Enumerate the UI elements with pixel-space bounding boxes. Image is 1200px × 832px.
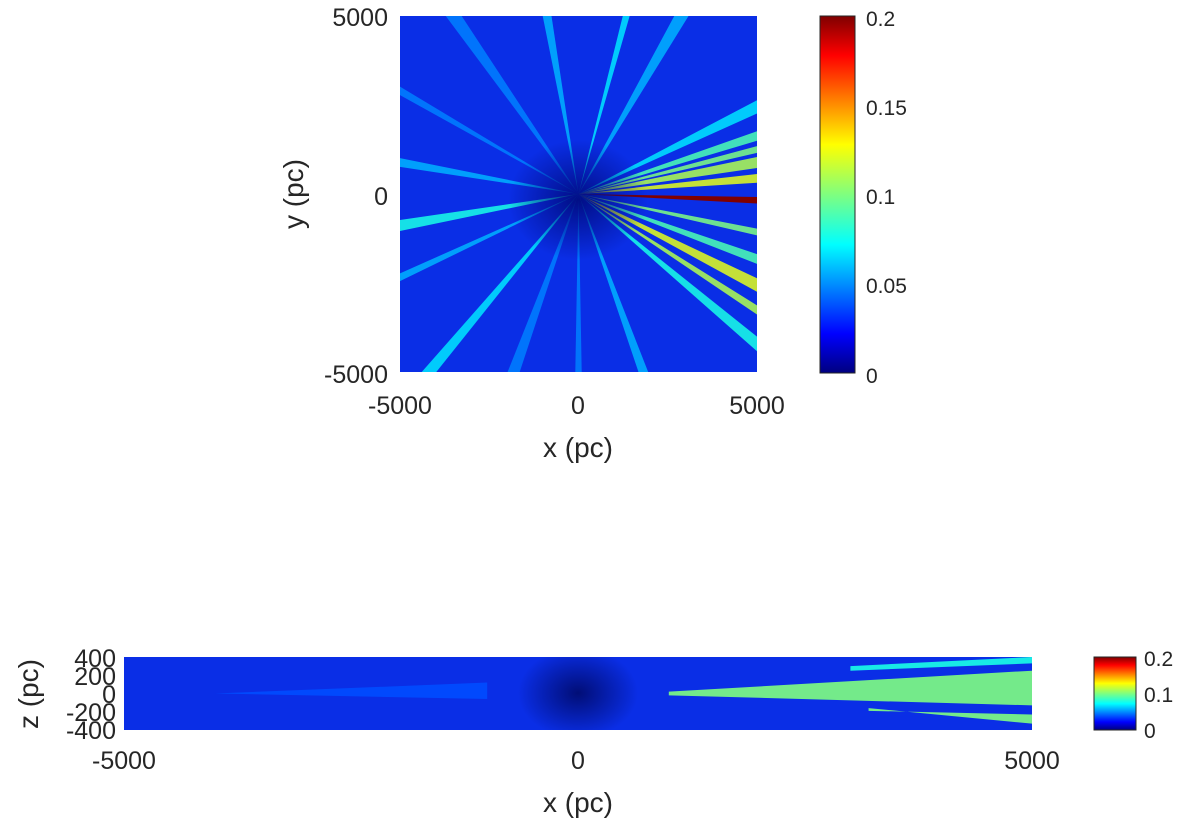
top-heatmap-core: [508, 140, 648, 260]
top-xtick-label: 5000: [729, 392, 785, 420]
top-x-axis-label: x (pc): [543, 432, 613, 463]
bottom-colorbar: [1093, 656, 1137, 731]
top-y-axis-label: y (pc): [278, 159, 309, 229]
heatmap-ray: [575, 194, 582, 372]
top-ytick-label: -5000: [324, 361, 388, 389]
heatmap-band: [850, 657, 1032, 671]
bottom-heatmap-bands: [214, 657, 1032, 724]
top-colorbar-tick: 0.1: [866, 186, 895, 209]
bottom-x-axis-label: x (pc): [543, 787, 613, 818]
top-xtick-label: -5000: [368, 392, 432, 420]
top-panel: 5000 0 -5000 -5000 0 5000 x (pc) y (pc) …: [278, 4, 907, 463]
heatmap-ray: [421, 194, 579, 372]
bottom-xtick-label: 0: [571, 747, 585, 775]
bottom-y-axis-label: z (pc): [13, 659, 44, 729]
bottom-xtick-label: -5000: [92, 747, 156, 775]
bottom-colorbar-tick: 0.1: [1144, 684, 1173, 707]
top-ytick-label: 5000: [332, 4, 388, 32]
top-colorbar-tick: 0.05: [866, 275, 907, 298]
top-colorbar-tick: 0.2: [866, 8, 895, 31]
heatmap-ray: [578, 16, 689, 194]
bottom-ytick-label: 200: [74, 663, 116, 691]
heatmap-ray: [578, 156, 757, 194]
bottom-ytick-label: 0: [102, 681, 116, 709]
top-colorbar-tick: 0: [866, 365, 878, 388]
top-colorbar: [819, 15, 856, 374]
top-ytick-label: 0: [374, 183, 388, 211]
heatmap-band: [868, 708, 1032, 724]
bottom-ytick-label: -400: [66, 717, 116, 745]
heatmap-ray: [400, 158, 579, 194]
bottom-ytick-label: -200: [66, 699, 116, 727]
heatmap-band: [668, 670, 1032, 706]
heatmap-band: [214, 682, 488, 699]
bottom-panel: 400 200 0 -200 -400 -5000 0 5000 x (pc) …: [13, 645, 1173, 818]
top-xtick-label: 0: [571, 392, 585, 420]
heatmap-ray: [400, 194, 579, 232]
top-colorbar-tick: 0.15: [866, 97, 907, 120]
bottom-colorbar-tick: 0: [1144, 720, 1156, 743]
bottom-ytick-label: 400: [74, 645, 116, 673]
heatmap-ray: [507, 194, 579, 372]
bottom-colorbar-tick: 0.2: [1144, 648, 1173, 671]
bottom-xtick-label: 5000: [1004, 747, 1060, 775]
bottom-heatmap-core: [518, 657, 638, 730]
